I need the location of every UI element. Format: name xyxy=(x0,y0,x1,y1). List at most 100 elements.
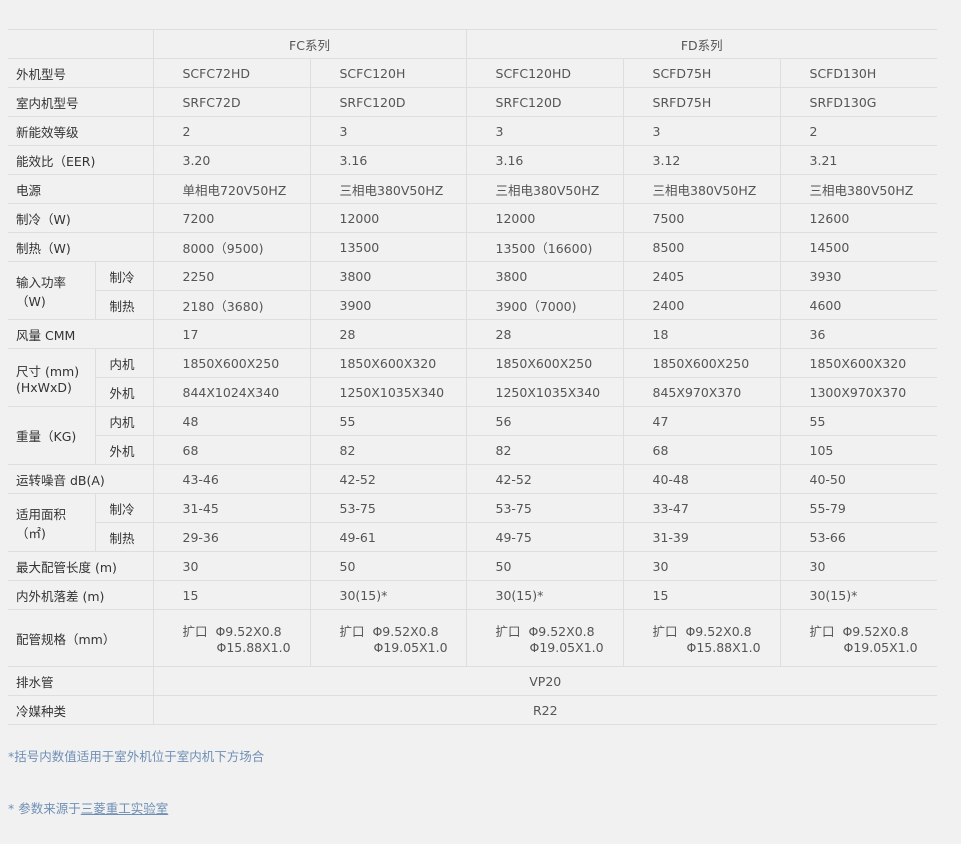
series-header-row: FC系列 FD系列 xyxy=(8,29,938,59)
table-cell: SRFD130G xyxy=(779,87,938,117)
table-cell: 三相电380V50HZ xyxy=(779,174,938,204)
pipe-spec-cell: 扩口 Φ9.52X0.8 Φ15.88X1.0 xyxy=(152,609,310,667)
table-cell: SCFD75H xyxy=(622,58,781,88)
table-cell: 3 xyxy=(465,116,624,146)
table-cell: 1300X970X370 xyxy=(779,377,938,407)
row-label: 能效比（EER) xyxy=(8,145,153,175)
table-cell: 14500 xyxy=(779,232,938,262)
row-label: 重量（KG) xyxy=(8,406,95,465)
refrigerant-value: R22 xyxy=(152,695,938,725)
table-cell: 47 xyxy=(622,406,781,436)
sub-row-label: 制热 xyxy=(94,522,153,552)
table-cell: 7500 xyxy=(622,203,781,233)
table-cell: 53-66 xyxy=(779,522,938,552)
row-label: 最大配管长度 (m) xyxy=(8,551,153,581)
table-cell: 55 xyxy=(309,406,467,436)
row-label: 运转噪音 dB(A) xyxy=(8,464,153,494)
table-row: 最大配管长度 (m) 30 50 50 30 30 xyxy=(8,551,938,581)
table-row: 运转噪音 dB(A) 43-46 42-52 42-52 40-48 40-50 xyxy=(8,464,938,494)
table-cell: SCFC72HD xyxy=(152,58,310,88)
table-cell: 33-47 xyxy=(622,493,781,523)
table-cell: 50 xyxy=(465,551,624,581)
table-cell: 4600 xyxy=(779,290,938,320)
table-cell: 844X1024X340 xyxy=(152,377,310,407)
table-cell: 55 xyxy=(779,406,938,436)
sub-row-label: 内机 xyxy=(94,348,153,378)
spec-table: FC系列 FD系列 外机型号 SCFC72HD SCFC120H SCFC120HD S… xyxy=(8,29,938,725)
table-cell: 18 xyxy=(622,319,781,349)
table-cell: SRFC72D xyxy=(152,87,310,117)
table-row: 电源 单相电720V50HZ 三相电380V50HZ 三相电380V50HZ 三相电38… xyxy=(8,174,938,204)
table-row: 尺寸 (mm) (HxWxD) 内机 1850X600X250 1850X600X32… xyxy=(8,348,938,407)
pipe-spec-cell: 扩口 Φ9.52X0.8 Φ15.88X1.0 xyxy=(622,609,781,667)
table-cell: 2180（3680) xyxy=(152,290,310,320)
table-cell: 17 xyxy=(152,319,310,349)
sub-row-label: 制冷 xyxy=(94,493,153,523)
table-cell: 53-75 xyxy=(465,493,624,523)
table-cell: 1250X1035X340 xyxy=(309,377,467,407)
row-label: 制冷（W) xyxy=(8,203,153,233)
table-cell: 28 xyxy=(309,319,467,349)
table-cell: 3.20 xyxy=(152,145,310,175)
row-label: 冷媒种类 xyxy=(8,695,153,725)
table-cell: 30(15)* xyxy=(779,580,938,610)
table-cell: 12600 xyxy=(779,203,938,233)
pipe-spec-line: 扩口 Φ9.52X0.8 xyxy=(182,624,282,639)
pipe-spec-cell: 扩口 Φ9.52X0.8 Φ19.05X1.0 xyxy=(779,609,938,667)
table-row: 外机型号 SCFC72HD SCFC120H SCFC120HD SCFD75H SCFD… xyxy=(8,58,938,88)
row-label: 室内机型号 xyxy=(8,87,153,117)
table-cell: 3.16 xyxy=(309,145,467,175)
sub-row-label: 外机 xyxy=(94,377,153,407)
table-cell: 31-39 xyxy=(622,522,781,552)
table-cell: 12000 xyxy=(309,203,467,233)
table-cell: SCFC120HD xyxy=(465,58,624,88)
table-cell: 2400 xyxy=(622,290,781,320)
table-cell: 49-75 xyxy=(465,522,624,552)
table-cell: 三相电380V50HZ xyxy=(622,174,781,204)
row-label: 电源 xyxy=(8,174,153,204)
table-cell: 30(15)* xyxy=(309,580,467,610)
table-cell: 55-79 xyxy=(779,493,938,523)
table-cell: 15 xyxy=(622,580,781,610)
table-row: 能效比（EER) 3.20 3.16 3.16 3.12 3.21 xyxy=(8,145,938,175)
row-label: 风量 CMM xyxy=(8,319,153,349)
pipe-spec-line: 扩口 Φ9.52X0.8 xyxy=(339,624,439,639)
table-cell: 53-75 xyxy=(309,493,467,523)
table-row: 外机 844X1024X340 1250X1035X340 1250X1035X340… xyxy=(8,377,938,407)
table-cell: 三相电380V50HZ xyxy=(465,174,624,204)
table-cell: SCFC120H xyxy=(309,58,467,88)
table-cell: 7200 xyxy=(152,203,310,233)
source-footnote: * 参数来源于三菱重工实验室 xyxy=(8,801,169,816)
source-link[interactable]: 三菱重工实验室 xyxy=(80,801,169,816)
drain-row: 排水管 VP20 xyxy=(8,666,938,696)
table-cell: 3.12 xyxy=(622,145,781,175)
table-row: 室内机型号 SRFC72D SRFC120D SRFC120D SRFD75H SRFD1… xyxy=(8,87,938,117)
table-cell: 8000（9500) xyxy=(152,232,310,262)
table-cell: SRFD75H xyxy=(622,87,781,117)
pipe-spec-line: 扩口 Φ9.52X0.8 xyxy=(495,624,595,639)
sub-row-label: 制冷 xyxy=(94,261,153,291)
pipe-spec-line: Φ19.05X1.0 xyxy=(373,640,448,655)
table-row: 内外机落差 (m) 15 30(15)* 30(15)* 15 30(15)* xyxy=(8,580,938,610)
row-label: 新能效等级 xyxy=(8,116,153,146)
table-cell: 15 xyxy=(152,580,310,610)
table-cell: 3800 xyxy=(465,261,624,291)
pipe-spec-cell: 扩口 Φ9.52X0.8 Φ19.05X1.0 xyxy=(309,609,467,667)
table-cell: 3800 xyxy=(309,261,467,291)
pipe-spec-line: Φ15.88X1.0 xyxy=(216,640,291,655)
row-label: 输入功率 （W) xyxy=(8,261,95,320)
table-cell: 30 xyxy=(622,551,781,581)
table-cell: 1850X600X250 xyxy=(622,348,781,378)
table-cell: 845X970X370 xyxy=(622,377,781,407)
table-cell: SRFC120D xyxy=(465,87,624,117)
pipe-spec-row: 配管规格（mm） 扩口 Φ9.52X0.8 Φ15.88X1.0 扩口 Φ9.52X0… xyxy=(8,609,938,667)
table-cell: SCFD130H xyxy=(779,58,938,88)
fd-series-header: FD系列 xyxy=(465,29,938,59)
sub-row-label: 制热 xyxy=(94,290,153,320)
refrigerant-row: 冷媒种类 R22 xyxy=(8,695,938,725)
table-cell: 3900 xyxy=(309,290,467,320)
table-cell: 2250 xyxy=(152,261,310,291)
table-cell: 3900（7000) xyxy=(465,290,624,320)
table-row: 适用面积 （㎡) 制冷 31-45 53-75 53-75 33-47 55-79 xyxy=(8,493,938,552)
pipe-spec-line: Φ19.05X1.0 xyxy=(843,640,918,655)
